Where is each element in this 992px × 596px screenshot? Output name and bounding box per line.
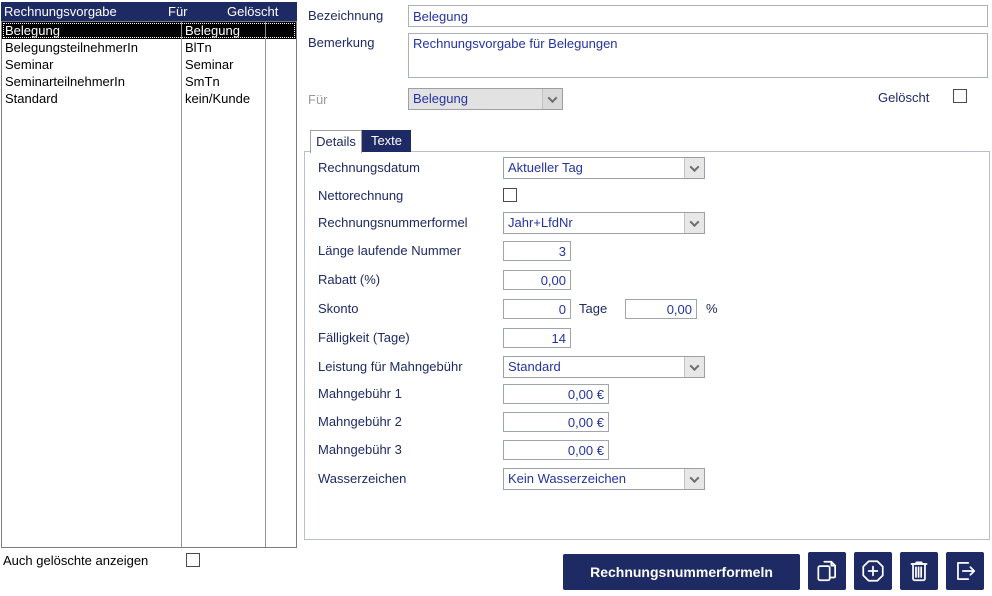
chevron-down-icon [684, 158, 704, 178]
fuer-label: Für [308, 92, 328, 107]
mahngebuehr2-label: Mahngebühr 2 [318, 414, 402, 429]
list-cell-name: Belegung [5, 23, 60, 38]
copy-icon [817, 560, 836, 582]
list-cell-fuer: Belegung [185, 23, 240, 38]
list-cell-fuer: BlTn [185, 40, 212, 55]
list-header: Rechnungsvorgabe Für Gelöscht [1, 2, 297, 21]
leistung-mahngebuehr-dropdown[interactable]: Standard [503, 356, 705, 378]
show-deleted-label: Auch gelöschte anzeigen [3, 553, 149, 568]
faelligkeit-input[interactable] [503, 328, 571, 348]
geloescht-checkbox[interactable] [953, 89, 967, 103]
laenge-laufende-nummer-input[interactable] [503, 241, 571, 261]
list-row[interactable]: SeminarteilnehmerIn SmTn [2, 73, 296, 90]
list-header-name: Rechnungsvorgabe [4, 4, 117, 19]
bezeichnung-label: Bezeichnung [308, 8, 384, 23]
list-cell-fuer: SmTn [185, 74, 220, 89]
rechnungsdatum-label: Rechnungsdatum [318, 160, 420, 175]
tab-texte[interactable]: Texte [362, 130, 411, 152]
chevron-down-icon [684, 469, 704, 489]
wasserzeichen-label: Wasserzeichen [318, 471, 407, 486]
fuer-dropdown-value: Belegung [413, 91, 468, 106]
list-row[interactable]: Seminar Seminar [2, 56, 296, 73]
laenge-laufende-nummer-label: Länge laufende Nummer [318, 243, 462, 258]
show-deleted-checkbox[interactable] [186, 553, 200, 567]
list-cell-name: Seminar [5, 57, 54, 72]
chevron-down-icon [684, 213, 704, 233]
geloescht-label: Gelöscht [878, 90, 930, 105]
rechnungsnummerformeln-button[interactable]: Rechnungsnummerformeln [563, 554, 800, 590]
list-row[interactable]: Belegung Belegung [2, 22, 296, 39]
bemerkung-label: Bemerkung [308, 35, 375, 50]
list-cell-fuer: kein/Kunde [185, 91, 251, 106]
exit-arrow-icon [957, 562, 976, 580]
rechnungsnummerformel-label: Rechnungsnummerformel [318, 215, 468, 230]
chevron-down-icon [684, 357, 704, 377]
list-header-fuer: Für [168, 4, 188, 19]
rechnungsnummerformel-dropdown[interactable]: Jahr+LfdNr [503, 212, 705, 234]
skonto-label: Skonto [318, 301, 359, 316]
add-icon [862, 560, 884, 582]
trash-icon [910, 561, 928, 582]
skonto-tage-input[interactable] [503, 299, 571, 319]
mahngebuehr3-input[interactable] [503, 440, 609, 460]
rechnungsdatum-dropdown[interactable]: Aktueller Tag [503, 157, 705, 179]
faelligkeit-label: Fälligkeit (Tage) [318, 330, 410, 345]
list-cell-name: SeminarteilnehmerIn [5, 74, 125, 89]
leistung-mahngebuehr-label: Leistung für Mahngebühr [318, 359, 463, 374]
mahngebuehr1-label: Mahngebühr 1 [318, 386, 402, 401]
invoice-defaults-list: Rechnungsvorgabe Für Gelöscht Belegung Be… [1, 2, 297, 548]
tab-details[interactable]: Details [310, 130, 362, 153]
wasserzeichen-value: Kein Wasserzeichen [508, 471, 627, 486]
rechnungsdatum-value: Aktueller Tag [508, 160, 583, 175]
add-button[interactable] [854, 552, 892, 590]
list-row[interactable]: Standard kein/Kunde [2, 90, 296, 107]
list-body: Belegung Belegung BelegungsteilnehmerIn BlT… [1, 21, 297, 548]
leistung-mahngebuehr-value: Standard [508, 359, 561, 374]
bemerkung-textarea[interactable]: Rechnungsvorgabe für Belegungen [408, 33, 988, 78]
details-panel: Rechnungsdatum Aktueller Tag Nettorechnu… [304, 151, 990, 540]
copy-button[interactable] [808, 552, 846, 590]
list-column-divider [181, 22, 182, 547]
bezeichnung-input[interactable] [408, 5, 988, 27]
wasserzeichen-dropdown[interactable]: Kein Wasserzeichen [503, 468, 705, 490]
nettorechnung-checkbox[interactable] [503, 188, 517, 202]
delete-button[interactable] [900, 552, 938, 590]
mahngebuehr1-input[interactable] [503, 384, 609, 404]
nettorechnung-label: Nettorechnung [318, 188, 404, 203]
rechnungsnummerformel-value: Jahr+LfdNr [508, 215, 573, 230]
list-cell-fuer: Seminar [185, 57, 234, 72]
skonto-prozent-unit: % [706, 301, 718, 316]
exit-button[interactable] [946, 552, 984, 590]
rabatt-input[interactable] [503, 270, 571, 290]
list-cell-name: Standard [5, 91, 58, 106]
list-row[interactable]: BelegungsteilnehmerIn BlTn [2, 39, 296, 56]
skonto-prozent-input[interactable] [625, 299, 697, 319]
fuer-dropdown: Belegung [408, 88, 563, 110]
mahngebuehr3-label: Mahngebühr 3 [318, 442, 402, 457]
skonto-tage-unit: Tage [579, 301, 608, 316]
list-column-divider [265, 22, 266, 547]
chevron-down-icon [542, 89, 562, 109]
list-header-geloescht: Gelöscht [227, 4, 279, 19]
list-cell-name: BelegungsteilnehmerIn [5, 40, 138, 55]
rabatt-label: Rabatt (%) [318, 272, 381, 287]
mahngebuehr2-input[interactable] [503, 412, 609, 432]
